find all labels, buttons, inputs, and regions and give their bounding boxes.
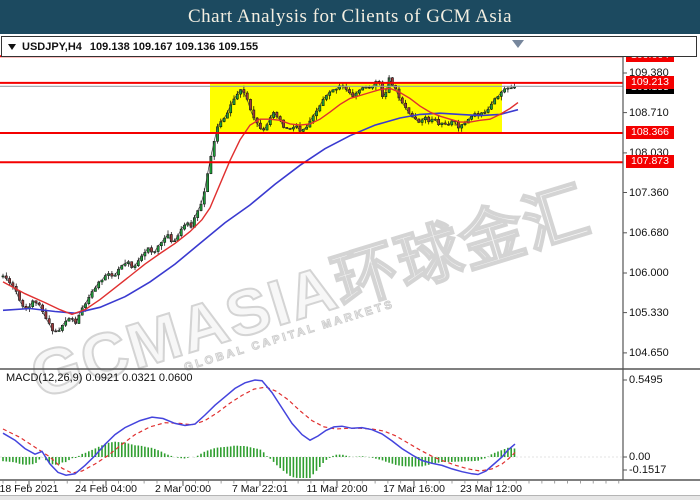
macd-signal-line (2, 386, 516, 474)
bottom-status-strip (0, 495, 700, 500)
highlight-range-box (210, 82, 502, 133)
ohlc-values: 109.138 109.167 109.136 109.155 (89, 40, 259, 53)
symbol-info-bar: USDJPY,H4 109.138 109.167 109.136 109.15… (1, 36, 697, 57)
slow-moving-average-line (2, 108, 519, 315)
macd-main-line (2, 379, 516, 476)
fast-moving-average-line (2, 87, 519, 316)
close-price-line (2, 76, 515, 332)
symbol-dropdown-icon[interactable] (8, 43, 16, 50)
window-title: Chart Analysis for Clients of GCM Asia (0, 0, 700, 34)
macd-histogram-group (2, 441, 516, 478)
chart-shift-marker-icon[interactable] (512, 40, 524, 48)
symbol-timeframe-label: USDJPY,H4 (22, 40, 82, 53)
